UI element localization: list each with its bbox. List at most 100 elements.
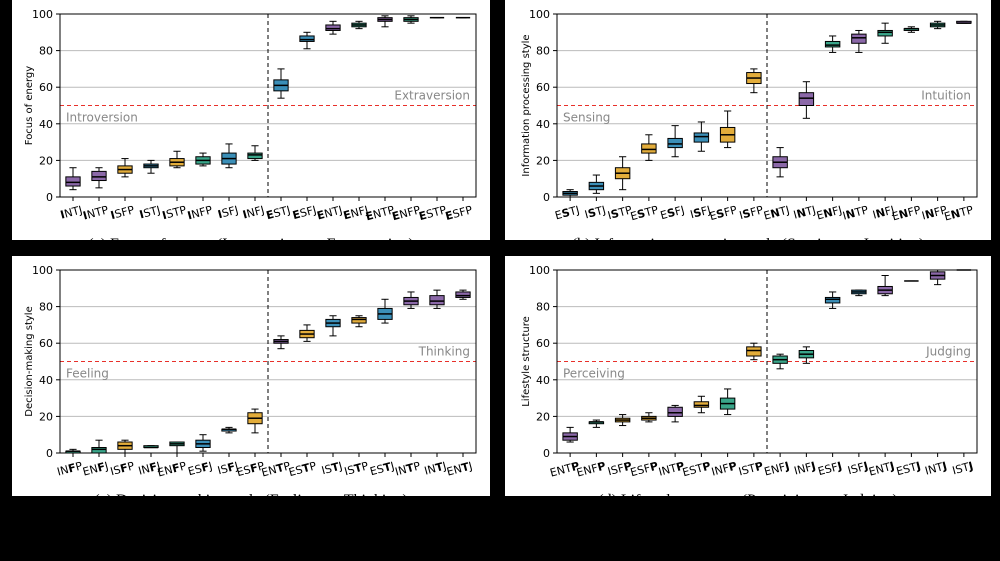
plot-frame (556, 13, 978, 198)
x-tick-label: INTJ (59, 203, 84, 221)
x-tick-label: ESTJ (554, 203, 581, 222)
y-tick-label: 60 (39, 337, 53, 350)
y-tick-label: 60 (39, 81, 53, 94)
x-tick-label: INTJ (423, 459, 448, 477)
y-tick-label: 0 (543, 191, 550, 204)
x-tick-label: INFJ (871, 203, 896, 221)
y-axis-label: Information processing style (521, 34, 532, 176)
x-tick-label: ISFP (606, 459, 633, 478)
reference-label: Feeling (66, 367, 109, 381)
box (247, 152, 263, 160)
x-tick-label: ISFJ (216, 203, 239, 221)
caption: (c) Decision-making style (Feeling vs. T… (94, 492, 407, 496)
x-tick-label: INFJ (793, 459, 818, 477)
reference-label: Extraversion (394, 89, 470, 103)
y-tick-label: 20 (39, 410, 53, 423)
x-tick-label: ISFJ (216, 459, 240, 477)
y-tick-label: 20 (39, 154, 53, 167)
box (877, 29, 893, 37)
box (299, 35, 315, 42)
x-tick-label: ESTP (287, 459, 318, 479)
x-tick-label: ENTJ (316, 203, 344, 222)
box (667, 137, 683, 149)
y-tick-label: 0 (543, 447, 550, 460)
plot-frame (59, 269, 477, 454)
x-tick-label: ENFJ (763, 459, 791, 478)
x-tick-label: INFJ (241, 203, 266, 221)
y-tick-label: 80 (39, 45, 53, 58)
y-tick-label: 20 (536, 410, 550, 423)
box (824, 296, 841, 304)
x-tick-label: ESTP (629, 203, 660, 223)
x-tick-label: ESFJ (817, 459, 844, 478)
y-tick-label: 100 (32, 264, 53, 277)
x-tick-label: ESFP (629, 459, 660, 479)
plot-frame (556, 269, 978, 454)
y-axis-label: Decision-making style (24, 306, 35, 416)
x-tick-label: INTJ (923, 459, 948, 477)
caption: (a) Focus of energy (Introversion vs. Ex… (88, 236, 413, 240)
x-tick-label: ISFP (738, 203, 765, 222)
y-tick-label: 40 (39, 374, 53, 387)
x-tick-label: ENFP (891, 203, 923, 223)
y-tick-label: 60 (536, 337, 550, 350)
x-tick-label: ISTJ (951, 459, 975, 477)
x-tick-label: ENTJ (762, 203, 791, 222)
box (429, 295, 445, 306)
y-axis-label: Lifestyle structure (521, 316, 532, 407)
x-tick-label: ENFJ (342, 203, 370, 222)
chart-panel: 0 20 40 60 80 100 Decision-making style Feeling… (12, 256, 490, 496)
box (851, 33, 867, 44)
y-tick-label: 80 (536, 45, 550, 58)
x-tick-label: ISTJ (583, 203, 607, 221)
x-tick-label: ENTJ (867, 459, 895, 478)
x-tick-label: ISFJ (689, 203, 712, 221)
box (746, 346, 762, 357)
x-tick-label: ISTJ (138, 203, 162, 221)
x-tick-label: ENFP (156, 459, 188, 479)
x-tick-label: ENTP (260, 459, 292, 479)
chart-panel: 0 20 40 60 80 100 Focus of energy Introversion E… (12, 0, 490, 240)
y-tick-label: 0 (46, 447, 53, 460)
x-tick-label: ESFP (235, 459, 266, 479)
x-tick-label: ISTP (606, 203, 633, 222)
box (693, 132, 710, 143)
chart-panel: 0 20 40 60 80 100 Lifestyle structure Perceivin… (505, 256, 991, 496)
x-tick-label: ENFP (391, 203, 422, 223)
y-tick-label: 40 (39, 118, 53, 131)
x-tick-label: ENTP (549, 459, 581, 479)
y-tick-label: 100 (529, 8, 550, 21)
x-tick-label: ESTJ (369, 459, 396, 478)
y-axis-label: Focus of energy (24, 66, 35, 145)
y-tick-label: 0 (46, 191, 53, 204)
box (824, 40, 841, 48)
y-tick-label: 100 (32, 8, 53, 21)
plot-frame (59, 13, 477, 198)
x-tick-label: ISTP (737, 459, 765, 478)
x-tick-label: ESTP (417, 203, 448, 223)
box (351, 317, 367, 324)
y-tick-label: 80 (536, 301, 550, 314)
x-tick-label: INFP (56, 459, 84, 478)
reference-label: Judging (925, 345, 971, 359)
x-tick-label: INTP (841, 203, 870, 222)
y-tick-label: 40 (536, 118, 550, 131)
x-tick-label: ISFP (109, 203, 136, 222)
x-tick-label: INTJ (792, 203, 817, 221)
x-tick-label: ESTJ (265, 203, 292, 222)
x-tick-label: ISFP (109, 459, 136, 478)
x-tick-label: ESFJ (291, 203, 318, 222)
x-tick-label: ENTJ (445, 459, 473, 478)
box (798, 92, 815, 107)
box (65, 176, 81, 187)
x-tick-label: ISTP (343, 459, 370, 478)
x-tick-label: ENFJ (81, 459, 109, 478)
x-tick-label: ESFJ (187, 459, 214, 478)
reference-label: Perceiving (563, 367, 625, 381)
x-tick-label: INTP (394, 459, 422, 478)
y-tick-label: 80 (39, 301, 53, 314)
x-tick-label: ISTJ (320, 459, 344, 477)
x-tick-label: INFP (186, 203, 214, 222)
x-tick-label: ISTP (161, 203, 188, 222)
